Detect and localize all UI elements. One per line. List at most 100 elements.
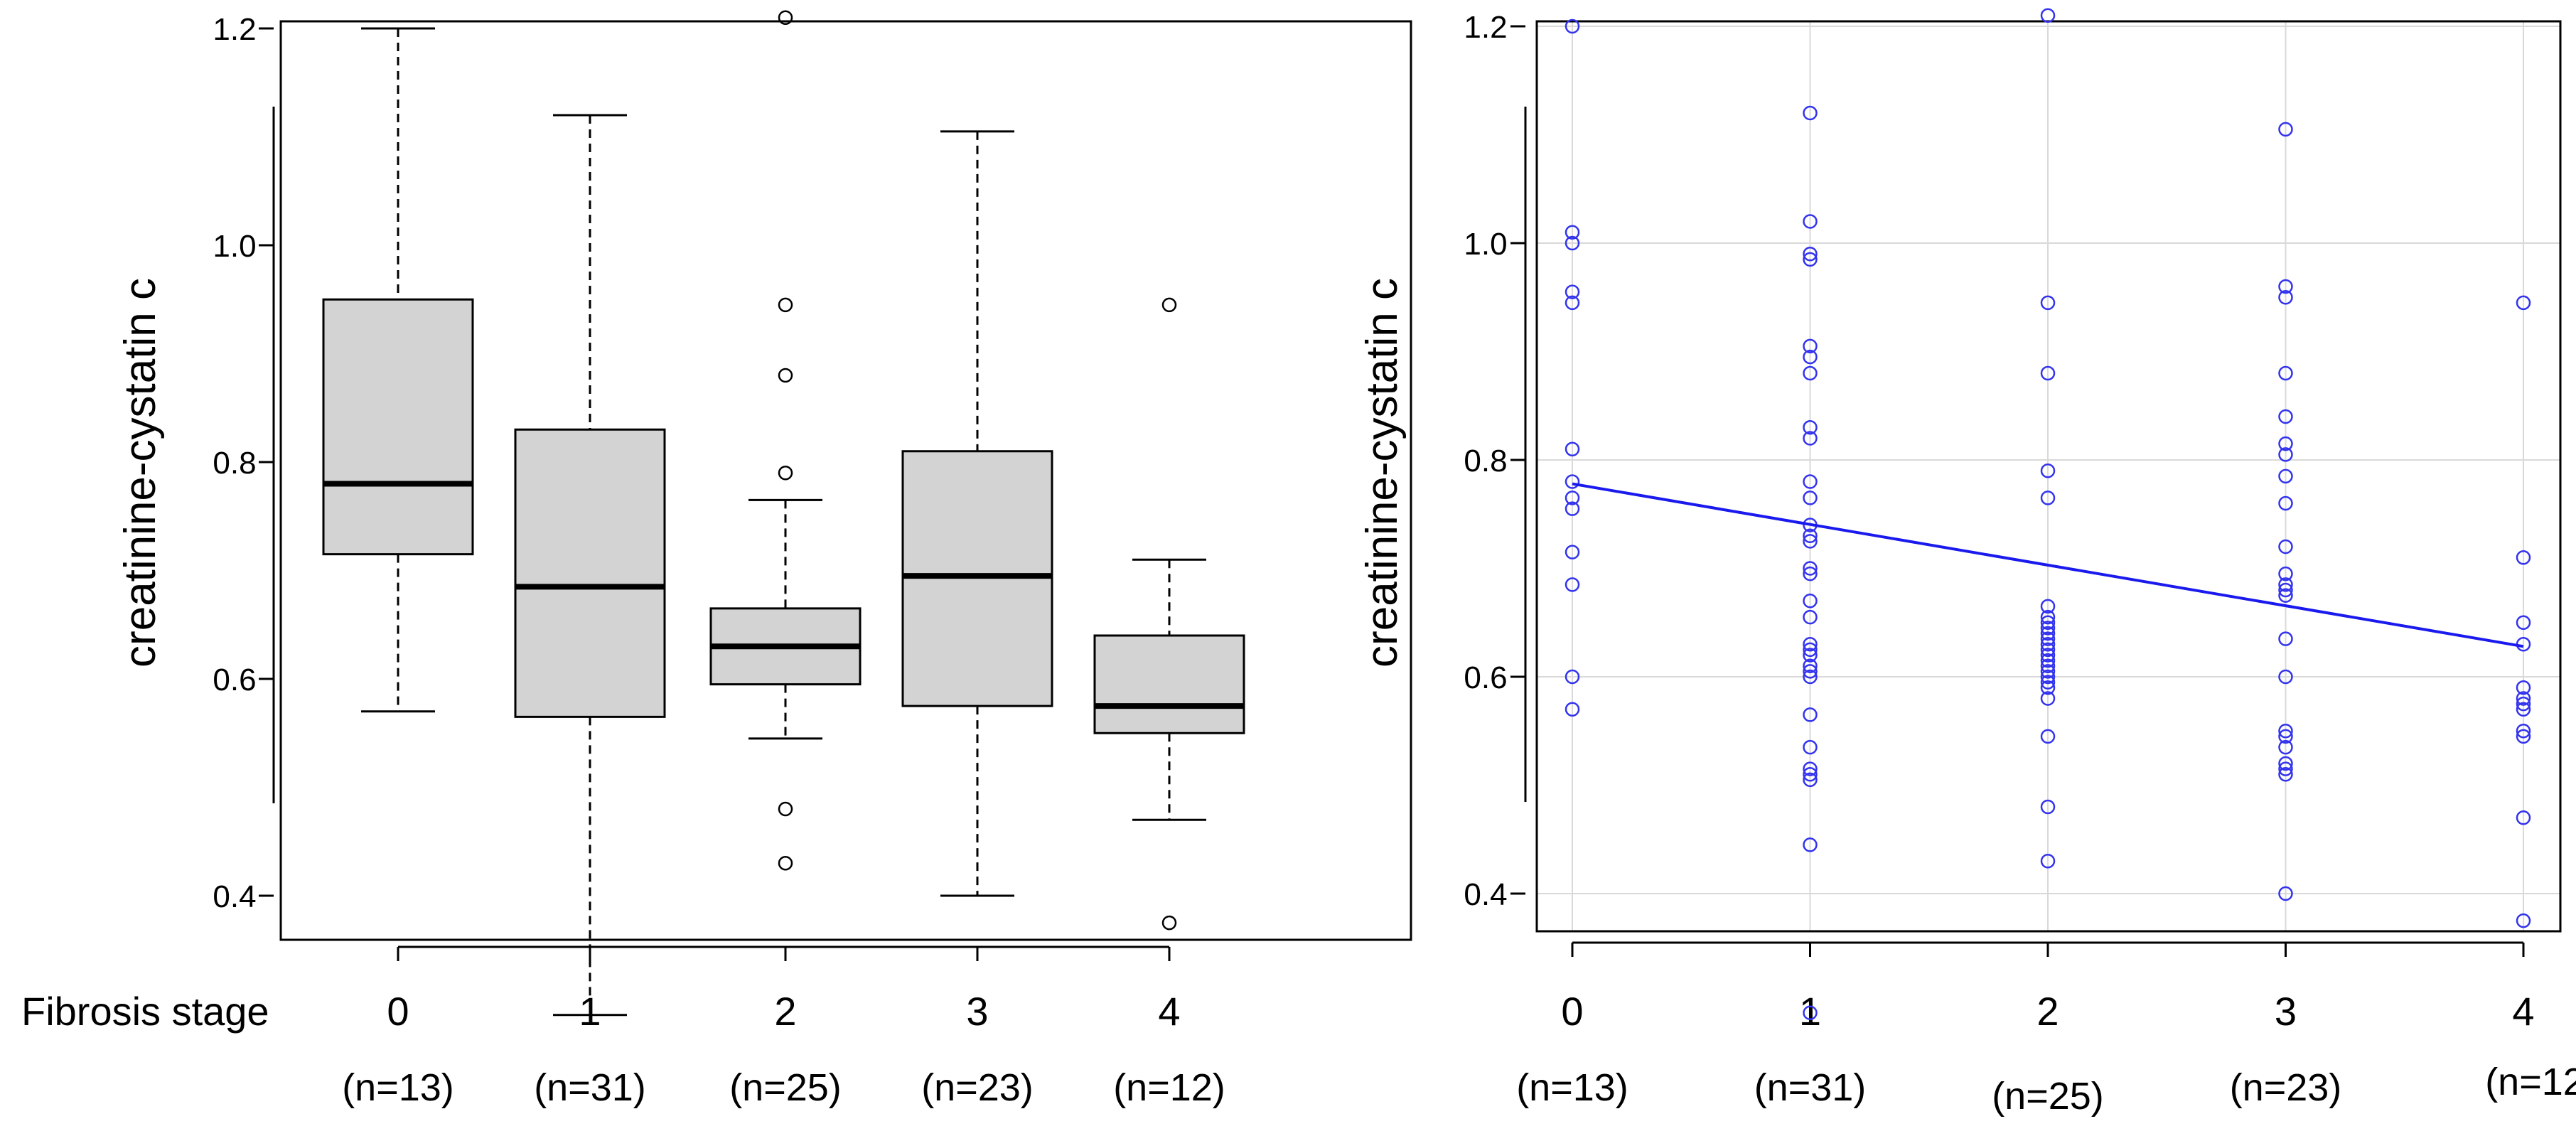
scatter-point [2278,761,2293,776]
scatter-point [2278,729,2293,744]
scatter-x-tick-label: 2 [2036,989,2059,1034]
iqr-box [322,298,474,556]
scatter-point [2040,658,2056,673]
boxplot-y-tick-label: 0.8 [213,446,256,481]
scatter-point [1803,338,1818,354]
scatter-point [1803,474,1818,489]
scatter-n-label: (n=31) [1754,1066,1867,1109]
scatter-point [2040,648,2056,663]
boxplot-n-label: (n=12) [1113,1066,1225,1109]
scatter-point [2040,295,2056,311]
boxplot-x-axis-title: Fibrosis stage [21,989,269,1034]
scatter-point [2516,724,2531,739]
scatter-point [1803,528,1818,543]
box-stage-4 [1093,297,1245,931]
outlier-point [778,297,793,313]
scatter-point [2040,664,2056,679]
scatter-point [1565,501,1580,516]
boxplot-x-tick-label: 0 [387,989,409,1034]
scatter-point [2040,680,2056,695]
iqr-box [1093,634,1245,734]
scatter-point [2040,799,2056,815]
outlier-point [778,368,793,383]
scatter-point [1803,772,1818,788]
boxplot-y-tick-label: 1.0 [213,229,256,264]
boxplot-n-label: (n=23) [921,1066,1034,1109]
scatter-point [2516,295,2531,311]
scatter-panel: 0.4 0.6 0.8 1.0 1.2 0 (n=13) 1 (n=31) 2 (n=25) 3 (n… [1358,8,2576,1118]
box-stage-1 [514,114,666,1017]
boxplot-y-tick-label: 1.2 [213,12,256,47]
box-stage-0 [322,27,474,713]
scatter-point [2516,680,2531,695]
scatter-point [2040,599,2056,614]
scatter-point [1803,431,1818,446]
scatter-point [2278,122,2293,137]
boxplot-n-label: (n=13) [342,1066,454,1109]
scatter-point [2278,468,2293,484]
outlier-point [778,466,793,481]
scatter-point [2040,637,2056,652]
scatter-point [2278,756,2293,771]
scatter-point [1803,566,1818,582]
scatter-n-label: (n=25) [1992,1075,2104,1118]
boxplot-x-tick-label: 2 [774,989,796,1034]
scatter-point [2040,8,2056,23]
scatter-point [1803,491,1818,505]
boxplot-n-label: (n=31) [534,1066,646,1109]
scatter-y-tick-label: 0.6 [1464,660,1507,695]
scatter-point [1803,767,1818,782]
scatter-point [2278,290,2293,305]
scatter-point [2040,631,2056,646]
scatter-point [1565,577,1580,592]
scatter-point [2278,767,2293,782]
outlier-point [778,10,793,25]
scatter-point [2278,447,2293,462]
scatter-point [2278,539,2293,554]
scatter-point [2040,609,2056,625]
scatter-n-label: (n=23) [2230,1066,2342,1109]
regression-line [1572,482,2524,648]
scatter-point [2040,615,2056,630]
scatter-point [2040,691,2056,706]
outlier-point [778,856,793,871]
scatter-point [1803,642,1818,658]
scatter-point [2278,739,2293,755]
scatter-point [1803,739,1818,755]
scatter-point [2040,463,2056,478]
scatter-point [2040,669,2056,685]
scatter-point [1565,491,1580,505]
scatter-point [2040,491,2056,505]
scatter-point [2040,621,2056,636]
scatter-point [2516,729,2531,744]
scatter-point [2278,582,2293,598]
scatter-n-label: (n=12) [2485,1061,2576,1103]
scatter-y-tick-label: 1.0 [1464,227,1507,262]
scatter-point [1803,1005,1818,1020]
scatter-point [2040,365,2056,381]
scatter-point [2516,615,2531,630]
iqr-box [514,428,666,718]
scatter-point [2278,365,2293,381]
scatter-point [1803,105,1818,121]
scatter-point [2278,588,2293,603]
scatter-point [1803,707,1818,722]
scatter-x-tick-label: 0 [1561,989,1583,1034]
scatter-point [1803,365,1818,381]
scatter-point [2278,577,2293,592]
boxplot-x-tick-label: 3 [966,989,988,1034]
outlier-point [1161,915,1177,931]
scatter-point [1565,235,1580,251]
scatter-point [1565,702,1580,717]
scatter-point [1803,252,1818,267]
scatter-point [1803,534,1818,549]
scatter-point [2040,626,2056,641]
boxplot-x-tick-label: 1 [579,989,601,1034]
scatter-point [2278,495,2293,511]
scatter-point [1565,225,1580,240]
scatter-point [2040,642,2056,658]
scatter-point [1803,648,1818,663]
scatter-point [1565,284,1580,299]
scatter-point [2040,729,2056,744]
scatter-point [1803,247,1818,262]
